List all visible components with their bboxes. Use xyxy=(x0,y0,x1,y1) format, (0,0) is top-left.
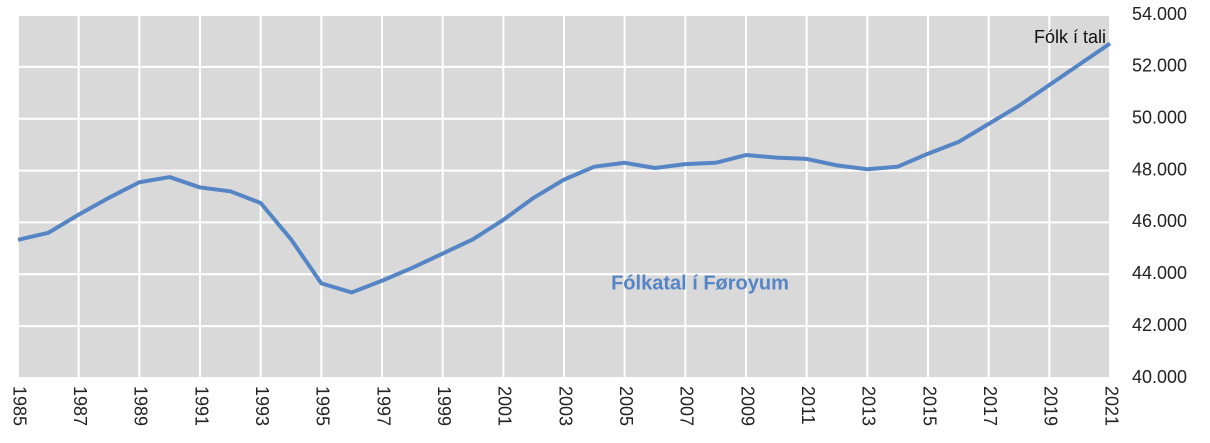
x-tick-label: 2019 xyxy=(1041,386,1061,426)
y-tick-label: 40.000 xyxy=(1132,367,1187,387)
x-tick-label: 2013 xyxy=(859,386,879,426)
x-tick-label: 2015 xyxy=(919,386,939,426)
x-tick-label: 1993 xyxy=(252,386,272,426)
x-tick-label: 1987 xyxy=(70,386,90,426)
line xyxy=(17,41,1112,295)
y-tick-label: 52.000 xyxy=(1132,56,1187,76)
x-tick-label: 2011 xyxy=(798,386,818,425)
y-tick-label: 42.000 xyxy=(1132,315,1187,335)
series-label: Fólk í tali xyxy=(1034,27,1106,47)
y-tick-label: 48.000 xyxy=(1132,159,1187,179)
x-tick-label: 1997 xyxy=(373,386,393,426)
x-tick-label: 1989 xyxy=(131,386,151,426)
x-tick-label: 1985 xyxy=(9,386,29,426)
y-tick-label: 46.000 xyxy=(1132,211,1187,231)
chart-title: Fólkatal í Føroyum xyxy=(611,272,789,294)
x-tick-label: 2007 xyxy=(677,386,697,426)
y-tick-label: 54.000 xyxy=(1132,4,1187,24)
x-tick-label: 2001 xyxy=(495,386,515,426)
x-tick-label: 1995 xyxy=(313,386,333,426)
y-tick-label: 50.000 xyxy=(1132,107,1187,127)
x-tick-label: 2003 xyxy=(555,386,575,426)
x-tick-label: 1999 xyxy=(434,386,454,426)
x-tick-label: 2017 xyxy=(980,386,1000,426)
x-tick-label: 2005 xyxy=(616,386,636,426)
x-tick-label: 1991 xyxy=(191,386,211,426)
x-tick-label: 2009 xyxy=(737,386,757,426)
x-tick-label: 2021 xyxy=(1101,386,1121,426)
y-tick-label: 44.000 xyxy=(1132,263,1187,283)
